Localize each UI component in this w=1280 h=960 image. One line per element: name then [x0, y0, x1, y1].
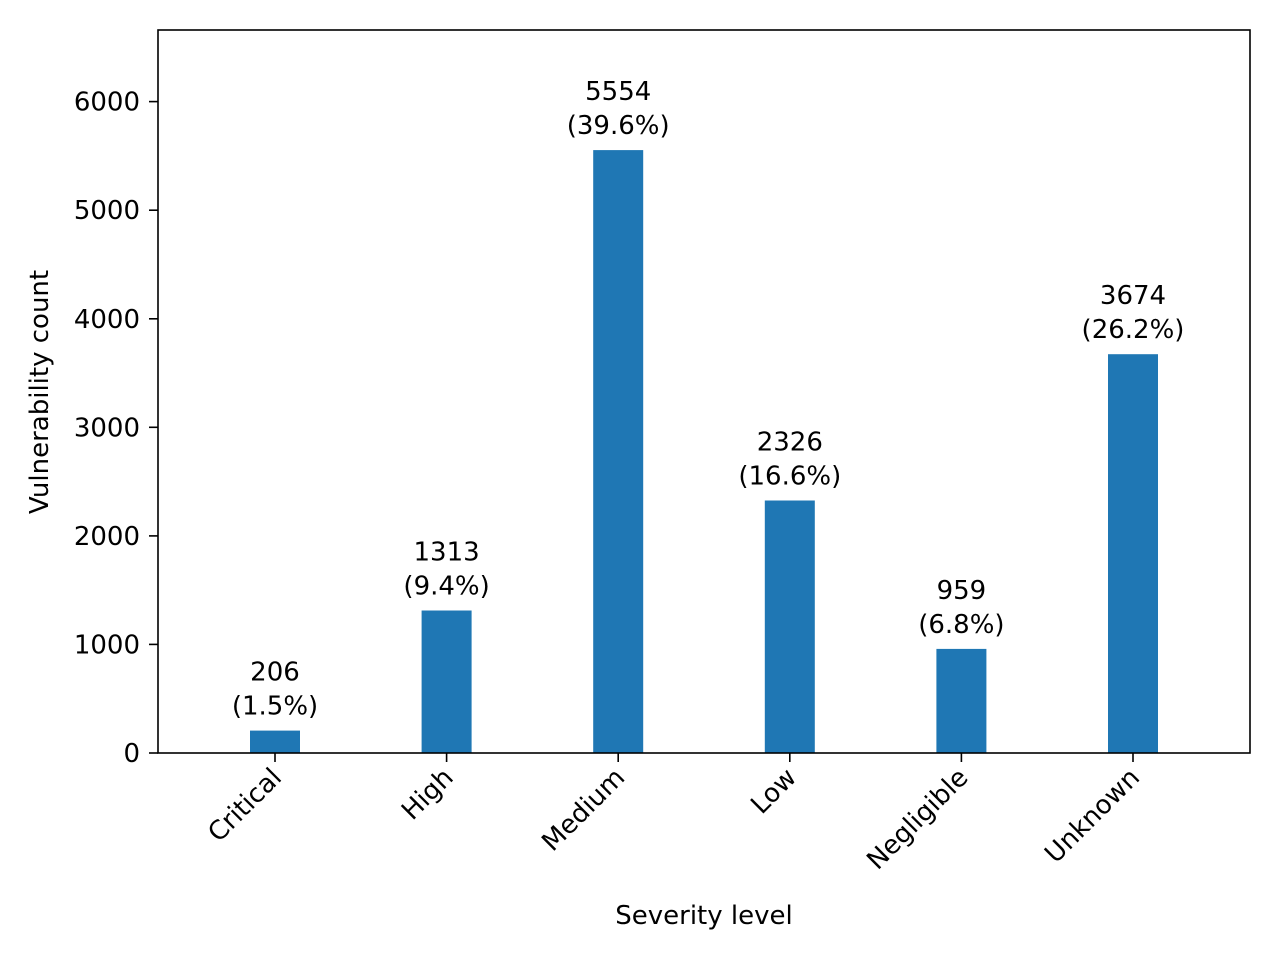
- plot-frame: [157, 29, 1251, 754]
- y-tick-label: 5000: [74, 196, 140, 226]
- x-tick-label: Unknown: [1039, 763, 1146, 870]
- x-tick-label: Low: [745, 763, 802, 820]
- bar-value-label: 959: [937, 576, 987, 606]
- y-tick-label: 6000: [74, 88, 140, 118]
- y-axis: 0 1000 2000 3000 4000 5000 6000: [74, 88, 158, 769]
- x-tick-label: Medium: [536, 763, 631, 858]
- x-tick-label: High: [396, 763, 459, 826]
- bar-percent-label: (39.6%): [567, 111, 670, 141]
- y-tick-label: 0: [123, 739, 140, 769]
- y-tick-label: 1000: [74, 630, 140, 660]
- bar-value-label: 1313: [414, 538, 480, 568]
- x-axis: Critical High Medium Low Negligible Unknown: [202, 753, 1146, 876]
- bar-labels: 206 (1.5%) 1313 (9.4%) 5554 (39.6%) 2326 (16.6%…: [232, 77, 1185, 722]
- bars-layer: [250, 150, 1158, 754]
- bar-unknown: [1108, 354, 1158, 753]
- bar-percent-label: (26.2%): [1082, 315, 1185, 345]
- bar-medium: [593, 150, 644, 754]
- x-axis-label: Severity level: [615, 901, 792, 931]
- bar-critical: [250, 730, 300, 753]
- bar-negligible: [936, 648, 987, 753]
- y-tick-label: 2000: [74, 522, 140, 552]
- y-tick-label: 4000: [74, 305, 140, 335]
- bar-high: [421, 610, 472, 753]
- bar-value-label: 206: [250, 658, 300, 688]
- bar-percent-label: (1.5%): [232, 692, 318, 722]
- y-axis-label: Vulnerability count: [25, 270, 55, 514]
- bar-percent-label: (9.4%): [403, 572, 489, 602]
- bar-value-label: 5554: [585, 77, 651, 107]
- bar-value-label: 2326: [757, 428, 823, 458]
- x-tick-label: Critical: [202, 763, 288, 849]
- bar-percent-label: (16.6%): [738, 462, 841, 492]
- bar-value-label: 3674: [1100, 281, 1166, 311]
- bar-low: [764, 500, 815, 753]
- x-tick-label: Negligible: [861, 763, 974, 876]
- bar-percent-label: (6.8%): [918, 610, 1004, 640]
- y-tick-label: 3000: [74, 413, 140, 443]
